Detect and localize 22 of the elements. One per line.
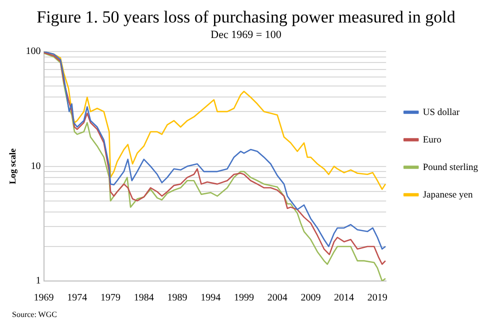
x-tick-label: 2009 — [300, 292, 321, 304]
x-tick-label: 2004 — [267, 292, 288, 304]
x-tick-label: 1984 — [134, 292, 154, 304]
x-tick-label: 1999 — [234, 292, 254, 304]
y-tick-label: 100 — [26, 46, 41, 58]
y-tick-label: 1 — [36, 276, 41, 287]
x-tick-label: 2019 — [367, 292, 388, 304]
x-tick-label: 1989 — [167, 292, 188, 304]
x-tick-label: 1969 — [34, 292, 54, 304]
y-axis-title: Log scale — [8, 148, 18, 184]
legend-label: US dollar — [422, 108, 460, 118]
legend-label: Euro — [422, 135, 442, 146]
legend-label: Pound sterling — [422, 162, 478, 173]
y-tick-label: 10 — [30, 160, 41, 172]
x-tick-label: 2014 — [334, 292, 354, 304]
x-tick-label: 1979 — [100, 292, 121, 304]
legend-label: Japanese yen — [422, 190, 473, 200]
x-tick-label: 1994 — [200, 292, 221, 304]
source-note: Source: WGC — [12, 310, 57, 320]
x-tick-label: 1974 — [67, 292, 88, 304]
chart-title: Figure 1. 50 years loss of purchasing power measured in gold — [36, 8, 456, 27]
chart-subtitle: Dec 1969 = 100 — [210, 28, 282, 41]
